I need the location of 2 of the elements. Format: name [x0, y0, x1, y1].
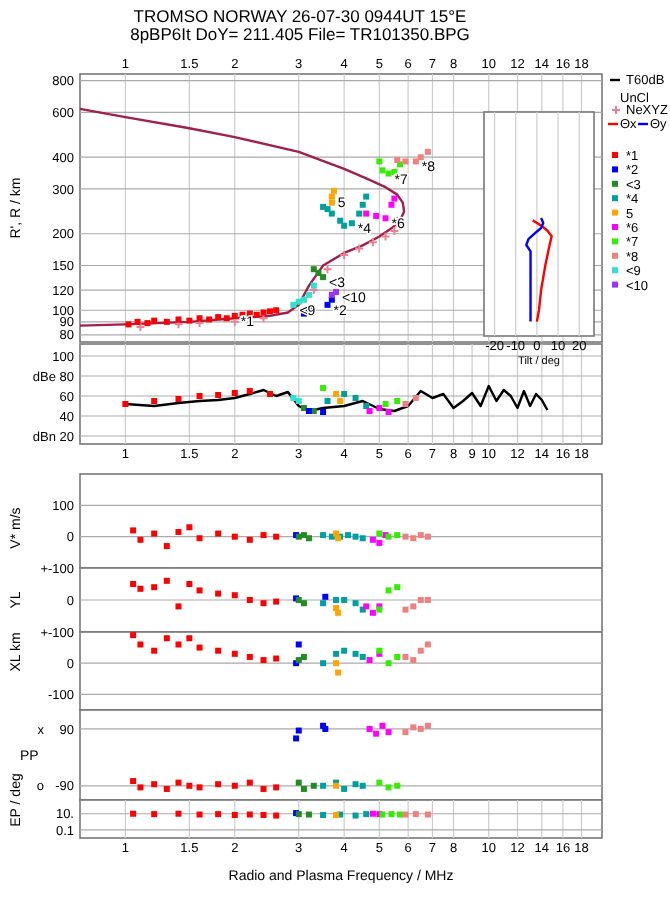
- chart-title: TROMSO NORWAY 26-07-30 0944UT 15°E: [133, 6, 468, 26]
- chart-subtitle: 8pBP6It DoY= 211.405 File= TR101350.BPG: [130, 24, 470, 44]
